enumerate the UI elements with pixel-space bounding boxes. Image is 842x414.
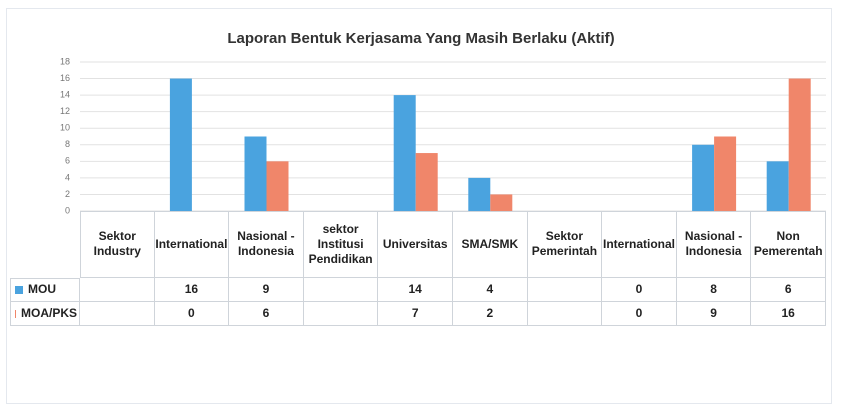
table-value bbox=[80, 302, 155, 326]
table-value: 7 bbox=[378, 302, 453, 326]
y-tick-label: 8 bbox=[65, 139, 70, 149]
table-value: 16 bbox=[154, 278, 230, 302]
category-label: Sektor Pemerintah bbox=[527, 211, 603, 278]
table-value: 4 bbox=[453, 278, 528, 302]
bar bbox=[766, 161, 789, 211]
category-label: sektor Institusi Pendidikan bbox=[303, 211, 379, 278]
legend-entry: MOA/PKS bbox=[10, 302, 80, 326]
y-tick-label: 10 bbox=[60, 123, 70, 133]
bar bbox=[266, 161, 289, 211]
category-label: SMA/SMK bbox=[453, 211, 528, 278]
table-border bbox=[10, 278, 80, 279]
bar bbox=[714, 136, 737, 211]
y-tick-label: 18 bbox=[60, 56, 70, 66]
table-value bbox=[527, 278, 603, 302]
table-value bbox=[527, 302, 603, 326]
legend-label: MOU bbox=[28, 282, 56, 296]
legend-swatch bbox=[15, 285, 23, 294]
y-tick-label: 6 bbox=[65, 156, 70, 166]
bar bbox=[415, 153, 438, 211]
table-border bbox=[80, 211, 826, 212]
bar bbox=[169, 78, 192, 211]
table-value: 6 bbox=[751, 278, 826, 302]
category-label: International bbox=[602, 211, 677, 278]
category-label: Sektor Industry bbox=[80, 211, 155, 278]
y-tick-label: 4 bbox=[65, 172, 70, 182]
table-value: 16 bbox=[751, 302, 826, 326]
y-tick-label: 14 bbox=[60, 89, 70, 99]
bar bbox=[244, 136, 267, 211]
table-value: 0 bbox=[602, 278, 677, 302]
table-value: 2 bbox=[453, 302, 528, 326]
table-value bbox=[303, 302, 379, 326]
bar bbox=[692, 144, 715, 211]
legend-swatch bbox=[15, 309, 16, 318]
category-label: Non Pemerentah bbox=[751, 211, 826, 278]
legend-entry: MOU bbox=[10, 278, 80, 302]
category-label: Nasional - Indonesia bbox=[676, 211, 752, 278]
category-label: International bbox=[154, 211, 230, 278]
table-value: 6 bbox=[229, 302, 304, 326]
table-value: 9 bbox=[229, 278, 304, 302]
bar bbox=[490, 194, 513, 211]
table-value bbox=[303, 278, 379, 302]
table-value: 0 bbox=[154, 302, 230, 326]
legend-label: MOA/PKS bbox=[20, 306, 77, 320]
category-label: Universitas bbox=[378, 211, 453, 278]
y-tick-label: 0 bbox=[65, 205, 70, 215]
chart-title: Laporan Bentuk Kerjasama Yang Masih Berl… bbox=[227, 30, 615, 47]
bar bbox=[468, 177, 491, 211]
table-value: 14 bbox=[378, 278, 453, 302]
y-tick-label: 16 bbox=[60, 73, 70, 83]
table-value: 9 bbox=[676, 302, 752, 326]
table-value: 8 bbox=[676, 278, 752, 302]
y-tick-label: 12 bbox=[60, 106, 70, 116]
bar bbox=[393, 95, 416, 211]
table-value: 0 bbox=[602, 302, 677, 326]
y-tick-label: 2 bbox=[65, 189, 70, 199]
table-value bbox=[80, 278, 155, 302]
category-label: Nasional - Indonesia bbox=[229, 211, 304, 278]
bar bbox=[788, 78, 811, 211]
